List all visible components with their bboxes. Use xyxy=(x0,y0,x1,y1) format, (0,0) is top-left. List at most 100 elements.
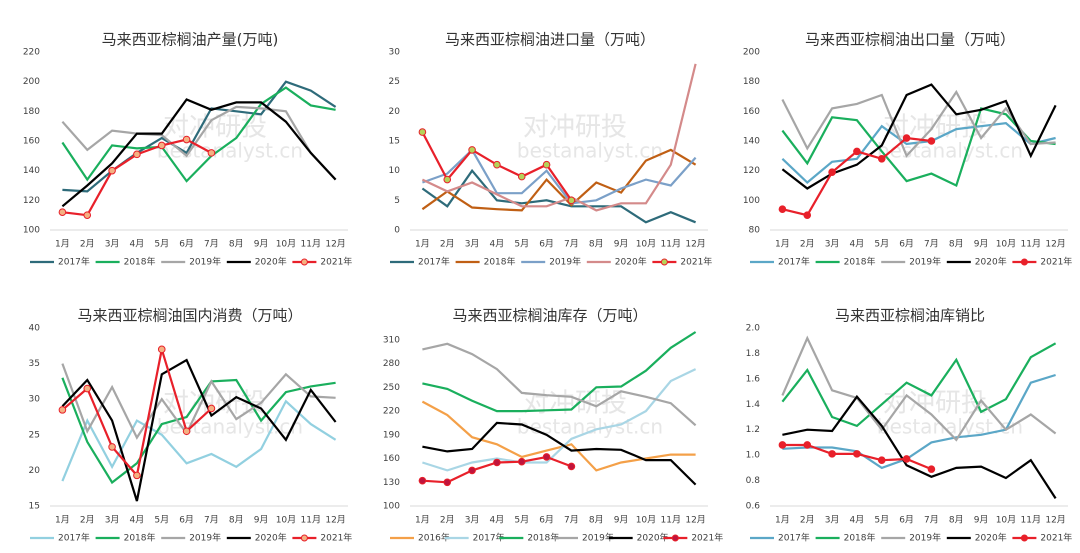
y-tick-label: 25 xyxy=(389,77,400,87)
legend-marker xyxy=(300,534,308,542)
point-marker xyxy=(207,149,216,157)
x-tick-label: 8月 xyxy=(589,239,604,250)
x-tick-label: 7月 xyxy=(924,515,939,526)
point-marker xyxy=(493,160,501,169)
point-marker xyxy=(803,211,812,219)
chart-title: 马来西亚棕榈油进口量（万吨） xyxy=(445,31,655,49)
point-marker xyxy=(542,453,551,461)
x-tick-label: 2月 xyxy=(440,239,455,250)
x-tick-label: 6月 xyxy=(539,239,554,250)
legend-label: 2020年 xyxy=(975,532,1007,544)
legend-label: 2020年 xyxy=(615,256,647,268)
legend-label: 2017年 xyxy=(418,256,450,268)
y-tick-label: 1.6 xyxy=(746,374,761,384)
legend-label: 2017年 xyxy=(58,532,90,544)
x-tick-label: 10月 xyxy=(636,515,656,526)
x-tick-label: 10月 xyxy=(276,239,296,250)
point-marker xyxy=(542,160,551,169)
x-tick-label: 3月 xyxy=(465,239,480,250)
chart-panel: 马来西亚棕榈油产量(万吨)对冲研投bestanalyst.cn100120140… xyxy=(23,31,352,268)
legend-label: 2020年 xyxy=(255,256,287,268)
series-line xyxy=(781,83,1057,190)
y-tick-label: 100 xyxy=(23,226,40,236)
legend-label: 2020年 xyxy=(637,532,669,544)
point-marker xyxy=(83,384,92,393)
point-marker xyxy=(517,172,526,181)
point-marker xyxy=(58,208,67,216)
legend-label: 2018年 xyxy=(527,532,559,544)
x-tick-label: 3月 xyxy=(825,239,840,250)
series-line xyxy=(782,373,1056,470)
x-tick-label: 8月 xyxy=(589,515,604,526)
y-tick-label: 280 xyxy=(383,359,400,369)
x-tick-label: 6月 xyxy=(179,515,194,526)
x-tick-label: 12月 xyxy=(325,515,345,526)
point-marker xyxy=(182,135,191,144)
point-marker xyxy=(778,441,787,449)
legend-label: 2017年 xyxy=(778,256,810,268)
point-marker xyxy=(443,478,452,487)
legend-label: 2017年 xyxy=(778,532,810,544)
y-tick-label: 200 xyxy=(743,48,760,58)
x-tick-label: 4月 xyxy=(490,239,505,250)
y-tick-label: 30 xyxy=(389,48,401,58)
series-line xyxy=(781,335,1057,442)
x-tick-label: 3月 xyxy=(105,515,120,526)
y-tick-label: 140 xyxy=(743,137,760,147)
x-tick-label: 5月 xyxy=(514,515,529,526)
legend-label: 2018年 xyxy=(844,532,876,544)
chart-panel: 马来西亚棕榈油库销比对冲研投bestanalyst.cn0.60.81.01.2… xyxy=(746,307,1073,544)
point-marker xyxy=(108,166,116,175)
x-tick-label: 4月 xyxy=(130,515,145,526)
point-marker xyxy=(133,150,141,159)
legend-label: 2018年 xyxy=(844,256,876,268)
point-marker xyxy=(418,476,427,485)
legend-label: 2019年 xyxy=(909,532,941,544)
series-line xyxy=(422,331,697,413)
point-marker xyxy=(207,404,216,413)
x-tick-label: 12月 xyxy=(1045,239,1065,250)
x-tick-label: 6月 xyxy=(179,239,194,250)
point-marker xyxy=(567,196,576,205)
y-tick-label: 120 xyxy=(23,196,40,206)
y-tick-label: 2.0 xyxy=(746,324,761,334)
chart-panel: 马来西亚棕榈油出口量（万吨）对冲研投bestanalyst.cn80100120… xyxy=(743,31,1072,268)
point-marker xyxy=(443,175,452,184)
point-marker xyxy=(778,205,787,214)
series-line xyxy=(62,80,337,193)
series-line xyxy=(422,421,697,486)
chart-title: 马来西亚棕榈油库存（万吨） xyxy=(452,307,647,325)
x-tick-label: 3月 xyxy=(465,515,480,526)
x-tick-label: 11月 xyxy=(1021,515,1041,526)
y-tick-label: 30 xyxy=(29,395,41,405)
x-tick-label: 8月 xyxy=(949,515,964,526)
series-line xyxy=(421,400,696,472)
x-tick-label: 6月 xyxy=(899,515,914,526)
x-tick-label: 9月 xyxy=(254,515,269,526)
point-marker xyxy=(567,462,576,471)
series-line xyxy=(61,358,337,502)
legend-label: 2017年 xyxy=(473,532,505,544)
x-tick-label: 9月 xyxy=(614,515,629,526)
point-marker xyxy=(157,345,166,354)
y-tick-label: 20 xyxy=(389,107,401,117)
x-tick-label: 6月 xyxy=(539,515,554,526)
x-tick-label: 9月 xyxy=(614,239,629,250)
series-line xyxy=(781,342,1057,428)
point-marker xyxy=(853,450,861,458)
x-tick-label: 3月 xyxy=(825,515,840,526)
y-tick-label: 15 xyxy=(29,502,40,512)
y-tick-label: 160 xyxy=(383,454,400,464)
y-tick-label: 35 xyxy=(29,359,40,369)
point-marker xyxy=(803,441,812,449)
y-tick-label: 0.8 xyxy=(746,476,761,486)
x-tick-label: 1月 xyxy=(775,515,790,526)
series-line xyxy=(61,363,336,440)
x-tick-label: 8月 xyxy=(229,515,244,526)
point-marker xyxy=(927,465,936,473)
y-tick-label: 130 xyxy=(383,478,400,488)
point-marker xyxy=(877,155,886,163)
x-tick-label: 4月 xyxy=(490,515,505,526)
